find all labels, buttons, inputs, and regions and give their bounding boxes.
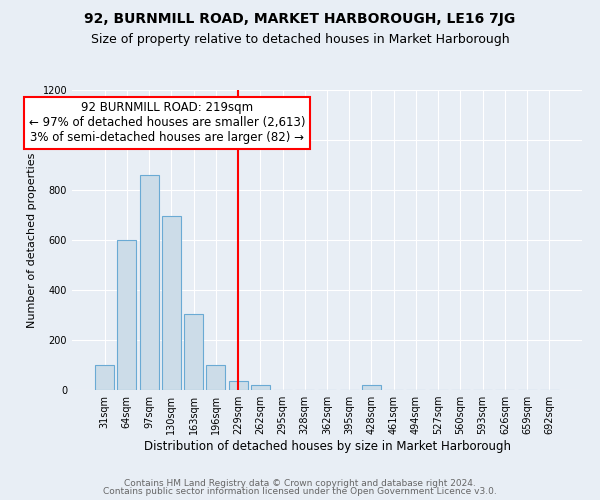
Bar — [362, 385, 381, 390]
Bar — [95, 365, 114, 390]
Text: Contains public sector information licensed under the Open Government Licence v3: Contains public sector information licen… — [103, 487, 497, 496]
Bar — [229, 381, 248, 390]
Bar — [251, 385, 270, 390]
Bar — [118, 240, 136, 390]
Text: Contains HM Land Registry data © Crown copyright and database right 2024.: Contains HM Land Registry data © Crown c… — [124, 478, 476, 488]
Text: 92 BURNMILL ROAD: 219sqm
← 97% of detached houses are smaller (2,613)
3% of semi: 92 BURNMILL ROAD: 219sqm ← 97% of detach… — [29, 101, 305, 144]
X-axis label: Distribution of detached houses by size in Market Harborough: Distribution of detached houses by size … — [143, 440, 511, 453]
Bar — [162, 216, 181, 390]
Text: Size of property relative to detached houses in Market Harborough: Size of property relative to detached ho… — [91, 32, 509, 46]
Bar — [184, 314, 203, 390]
Text: 92, BURNMILL ROAD, MARKET HARBOROUGH, LE16 7JG: 92, BURNMILL ROAD, MARKET HARBOROUGH, LE… — [85, 12, 515, 26]
Bar — [206, 365, 225, 390]
Y-axis label: Number of detached properties: Number of detached properties — [27, 152, 37, 328]
Bar — [140, 175, 158, 390]
